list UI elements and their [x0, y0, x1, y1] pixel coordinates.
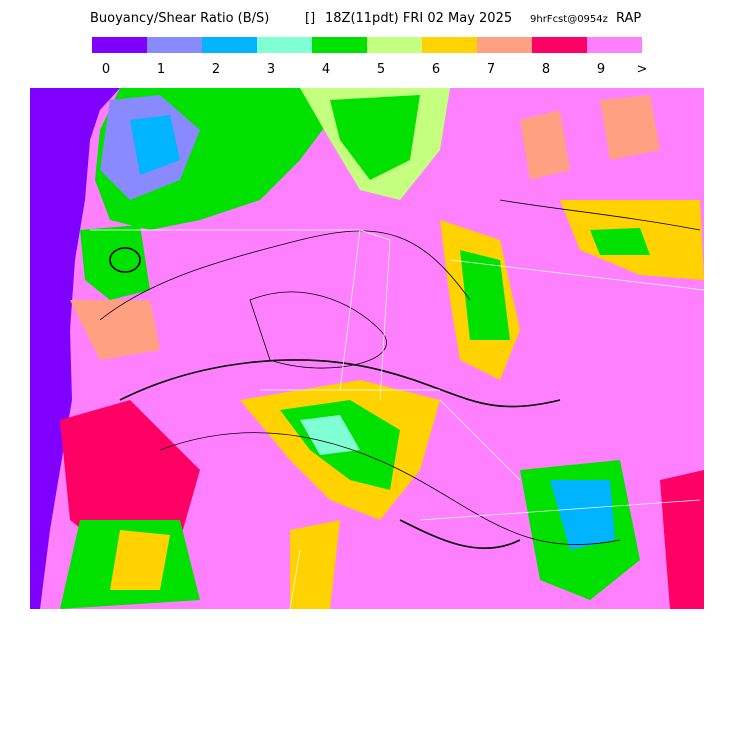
title: Buoyancy/Shear Ratio (B/S) [90, 11, 269, 26]
model: RAP [616, 11, 641, 26]
region [70, 300, 160, 360]
legend-swatch [147, 37, 202, 53]
legend-label: > [637, 62, 648, 77]
contour [159, 432, 621, 545]
legend-label: 0 [102, 62, 110, 77]
legend-swatch [587, 37, 642, 53]
contour [499, 199, 701, 231]
legend-label: 7 [487, 62, 495, 77]
legend-swatch [257, 37, 312, 53]
region [520, 95, 660, 180]
state-border [90, 229, 705, 610]
region [300, 415, 360, 455]
forecast: 9hrFcst@0954z [530, 14, 608, 25]
region [130, 115, 180, 175]
legend-swatch [312, 37, 367, 53]
valid-time: 18Z(11pdt) FRI 02 May 2025 [325, 11, 512, 26]
legend-label: 3 [267, 62, 275, 77]
units: [] [305, 11, 315, 26]
contour [249, 291, 387, 369]
contour [109, 247, 141, 273]
legend-label: 1 [157, 62, 165, 77]
legend-label: 2 [212, 62, 220, 77]
legend-swatch [92, 37, 147, 53]
legend-label: 5 [377, 62, 385, 77]
legend-swatch [202, 37, 257, 53]
legend-label: 4 [322, 62, 330, 77]
contour [399, 519, 521, 549]
region [550, 480, 615, 550]
legend: 0 1 2 3 4 5 6 7 8 9 > [92, 37, 647, 77]
map [30, 88, 705, 610]
ocean [30, 88, 120, 609]
legend-label: 8 [542, 62, 550, 77]
region [80, 225, 150, 300]
legend-swatch [477, 37, 532, 53]
region [460, 250, 510, 340]
contour [119, 359, 561, 408]
legend-label: 9 [597, 62, 605, 77]
region [330, 95, 420, 180]
legend-swatch [422, 37, 477, 53]
contour [99, 230, 471, 321]
legend-swatch [532, 37, 587, 53]
region [660, 470, 704, 609]
region [110, 530, 170, 590]
region [590, 228, 650, 255]
legend-swatch [367, 37, 422, 53]
region [290, 520, 340, 609]
legend-label: 6 [432, 62, 440, 77]
